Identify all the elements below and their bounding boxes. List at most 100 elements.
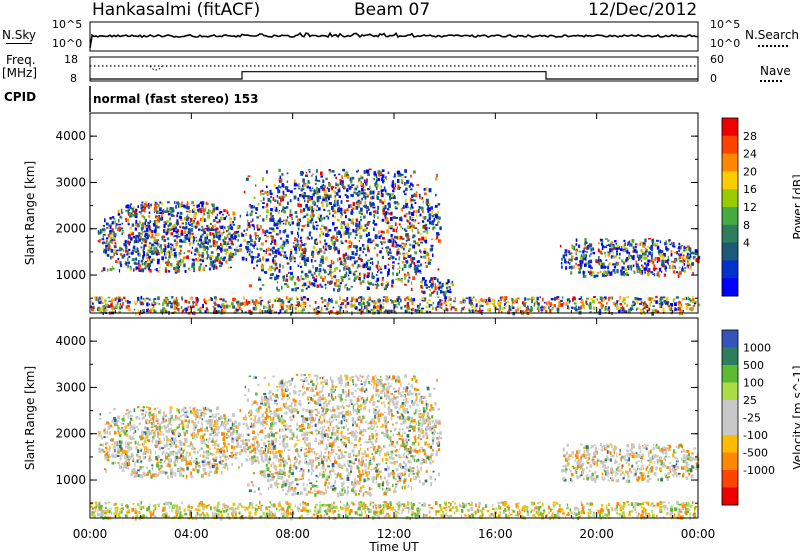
data-cell — [118, 311, 121, 313]
data-cell — [604, 270, 607, 274]
data-cell — [119, 307, 122, 310]
data-cell — [643, 304, 646, 308]
data-cell — [365, 233, 368, 237]
data-cell — [517, 306, 519, 309]
data-cell — [127, 218, 129, 222]
data-cell — [409, 263, 412, 267]
data-cell — [148, 242, 152, 245]
data-cell — [511, 301, 515, 304]
data-cell — [246, 211, 248, 215]
data-cell — [213, 264, 216, 268]
data-cell — [330, 272, 332, 277]
data-cell — [454, 297, 456, 300]
data-cell — [125, 261, 127, 264]
data-cell — [317, 190, 319, 193]
data-cell — [201, 233, 204, 236]
data-cell — [481, 300, 485, 303]
data-cell — [356, 225, 360, 228]
data-cell — [128, 236, 131, 239]
data-cell — [406, 225, 410, 229]
data-cell — [446, 286, 449, 290]
data-cell — [685, 296, 688, 301]
data-cell — [292, 305, 294, 308]
data-cell — [299, 255, 302, 258]
data-cell — [640, 249, 643, 253]
data-cell — [353, 191, 356, 194]
data-cell — [166, 298, 169, 301]
data-cell — [194, 212, 197, 216]
data-cell — [392, 189, 395, 193]
data-cell — [338, 173, 341, 176]
data-cell — [377, 299, 380, 303]
data-cell — [690, 251, 694, 255]
data-cell — [641, 253, 644, 256]
data-cell — [350, 300, 353, 303]
data-cell — [307, 285, 310, 288]
data-cell — [113, 232, 115, 237]
freq-right-tick-high: 60 — [710, 53, 724, 66]
data-cell — [582, 250, 585, 254]
data-cell — [334, 197, 337, 201]
data-cell — [374, 305, 378, 309]
data-cell — [116, 249, 119, 252]
data-cell — [279, 186, 282, 189]
data-cell — [638, 259, 640, 261]
data-cell — [450, 298, 452, 301]
data-cell — [275, 266, 278, 270]
data-cell — [645, 256, 648, 260]
data-cell — [415, 210, 418, 213]
data-cell — [401, 176, 404, 178]
data-cell — [135, 257, 138, 261]
data-cell — [330, 186, 334, 191]
data-cell — [311, 208, 315, 213]
data-cell — [209, 255, 211, 259]
data-cell — [278, 268, 281, 273]
data-cell — [391, 181, 395, 185]
data-cell — [153, 298, 157, 300]
data-cell — [141, 237, 145, 241]
data-cell — [194, 217, 197, 220]
data-cell — [306, 213, 309, 216]
data-cell — [139, 236, 142, 239]
data-cell — [436, 291, 439, 295]
data-cell — [278, 185, 280, 188]
data-cell — [622, 261, 626, 263]
data-cell — [296, 287, 299, 290]
data-cell — [149, 251, 153, 253]
data-cell — [677, 300, 681, 304]
data-cell — [258, 278, 262, 281]
data-cell — [405, 183, 408, 186]
data-cell — [362, 308, 365, 311]
data-cell — [561, 265, 563, 269]
data-cell — [578, 271, 581, 274]
data-cell — [367, 173, 370, 176]
data-cell — [357, 169, 359, 172]
data-cell — [598, 301, 601, 304]
data-cell — [608, 298, 610, 301]
data-cell — [142, 240, 145, 243]
data-cell — [318, 272, 321, 277]
data-cell — [206, 236, 208, 240]
data-cell — [367, 194, 370, 196]
data-cell — [275, 233, 279, 236]
data-cell — [652, 267, 656, 271]
data-cell — [223, 209, 226, 212]
data-cell — [101, 238, 105, 241]
data-cell — [619, 303, 623, 306]
data-cell — [141, 242, 143, 244]
freq-dip — [149, 65, 163, 71]
data-cell — [223, 256, 226, 259]
data-cell — [468, 308, 471, 310]
data-cell — [584, 250, 586, 253]
data-cell — [345, 215, 347, 219]
data-cell — [175, 260, 178, 263]
data-cell — [423, 297, 427, 301]
data-cell — [362, 244, 365, 247]
data-cell — [176, 229, 180, 233]
data-cell — [257, 302, 259, 305]
data-cell — [568, 252, 572, 255]
data-cell — [373, 227, 375, 231]
data-cell — [331, 170, 335, 173]
data-cell — [448, 296, 451, 300]
data-cell — [326, 304, 329, 307]
